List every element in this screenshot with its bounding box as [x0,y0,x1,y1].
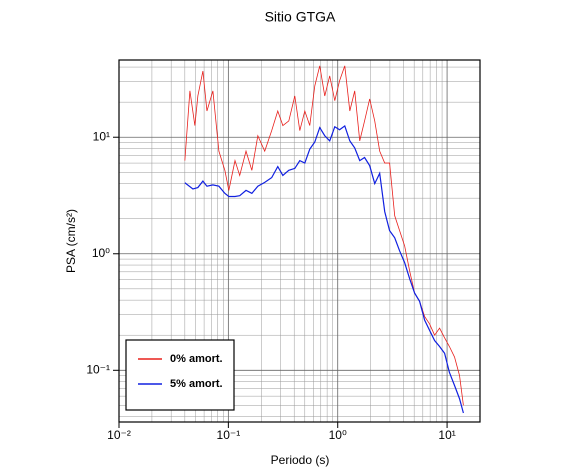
y-tick-label: 10⁻¹ [86,362,110,376]
x-tick-label: 10⁻² [107,428,131,442]
x-tick-label: 10⁰ [329,428,347,442]
plot-frame [118,59,481,423]
legend-label: 5% amort. [170,378,223,390]
y-tick-label: 10¹ [93,129,110,143]
y-tick-label: 10⁰ [92,246,110,260]
series-line [184,124,464,414]
chart-title: Sitio GTGA [265,9,336,25]
x-axis-label: Periodo (s) [271,453,330,467]
legend-box [125,339,235,411]
x-tick-label: 10⁻¹ [217,428,241,442]
y-axis-label: PSA (cm/s²) [64,209,78,273]
x-tick-label: 10¹ [438,428,455,442]
legend-label: 0% amort. [170,353,223,365]
